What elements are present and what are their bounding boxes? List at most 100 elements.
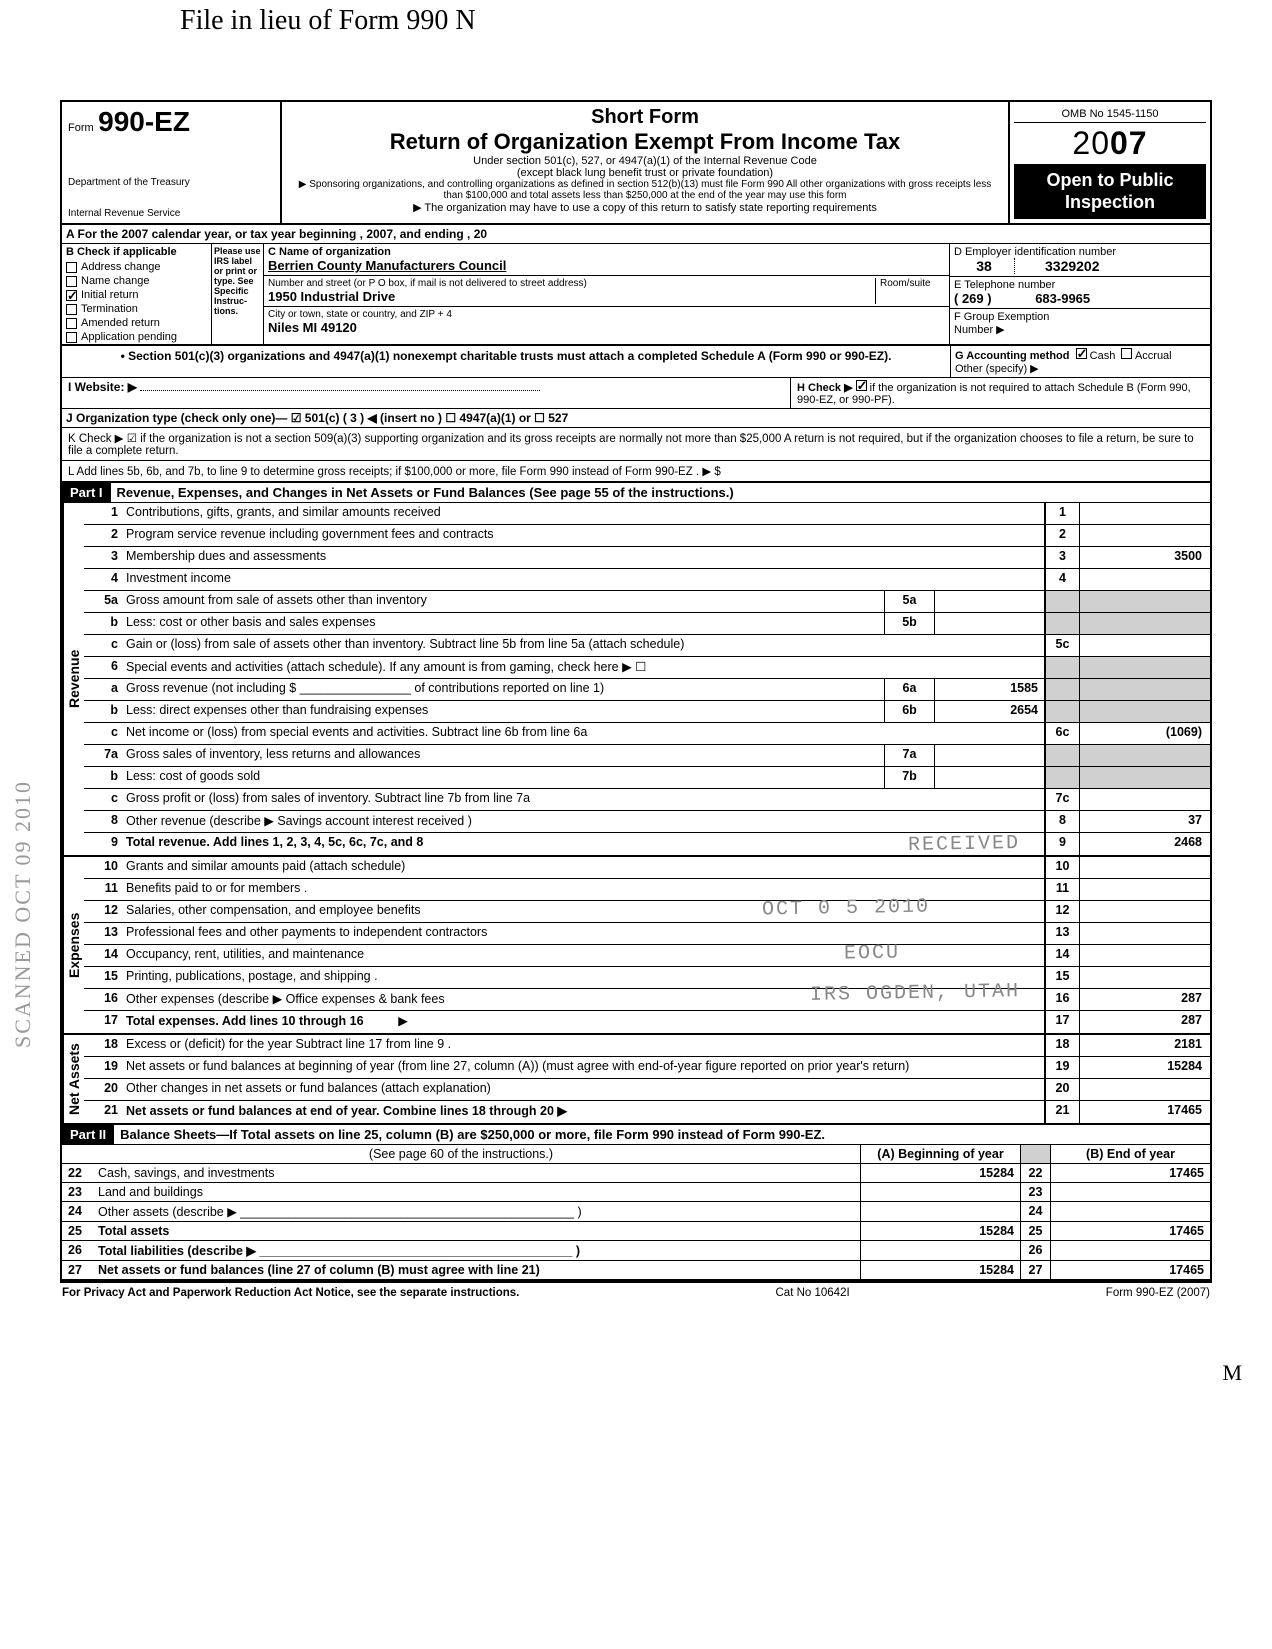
- ln-desc: Total revenue. Add lines 1, 2, 3, 4, 5c,…: [122, 833, 1044, 855]
- val-col: [1080, 657, 1210, 678]
- city-row: City or town, state or country, and ZIP …: [264, 307, 949, 337]
- cb-termination[interactable]: Termination: [62, 302, 211, 316]
- city-label: City or town, state or country, and ZIP …: [268, 309, 945, 320]
- num-col: 21: [1044, 1101, 1080, 1123]
- p2-rownum: 26: [1020, 1241, 1050, 1260]
- line-7c: c Gross profit or (loss) from sales of i…: [84, 789, 1210, 811]
- part2-title: Balance Sheets—If Total assets on line 2…: [114, 1125, 1210, 1144]
- part2-row: 25Total assets152842517465: [62, 1222, 1210, 1241]
- val-col: 15284: [1080, 1057, 1210, 1078]
- subtitle-3: ▶ Sponsoring organizations, and controll…: [292, 179, 998, 201]
- num-col: [1044, 767, 1080, 788]
- cb-label: Application pending: [81, 331, 177, 343]
- line-5a: 5a Gross amount from sale of assets othe…: [84, 591, 1210, 613]
- cb-name-change[interactable]: Name change: [62, 274, 211, 288]
- form-990ez: Form 990-EZ Department of the Treasury I…: [60, 100, 1212, 1283]
- ln-desc: Less: direct expenses other than fundrai…: [122, 701, 884, 722]
- ln-desc: Program service revenue including govern…: [122, 525, 1044, 546]
- val-col: [1080, 789, 1210, 810]
- ln-desc: Occupancy, rent, utilities, and maintena…: [122, 945, 1044, 966]
- ln-desc: Benefits paid to or for members .: [122, 879, 1044, 900]
- ln-num: 11: [84, 879, 122, 900]
- part1-header: Part I Revenue, Expenses, and Changes in…: [62, 483, 1210, 503]
- num-col: [1044, 745, 1080, 766]
- ln-num: 9: [84, 833, 122, 855]
- line-9: 9 Total revenue. Add lines 1, 2, 3, 4, 5…: [84, 833, 1210, 855]
- ein-suffix: 3329202: [1014, 258, 1100, 274]
- line-19: 19 Net assets or fund balances at beginn…: [84, 1057, 1210, 1079]
- year-bold: 07: [1110, 125, 1148, 161]
- line-k: K Check ▶ ☑ if the organization is not a…: [62, 428, 1210, 461]
- p2-colA: [860, 1241, 1020, 1260]
- cb-address-change[interactable]: Address change: [62, 260, 211, 274]
- ln-num: b: [84, 613, 122, 634]
- ln-desc: Gross revenue (not including $ _________…: [122, 679, 884, 700]
- header-right: OMB No 1545-1150 2007 Open to Public Ins…: [1010, 102, 1210, 223]
- line-14: 14 Occupancy, rent, utilities, and maint…: [84, 945, 1210, 967]
- col-def: D Employer identification number 38 3329…: [950, 244, 1210, 344]
- col-instructions: Please use IRS label or print or type. S…: [212, 244, 264, 344]
- line-6c: c Net income or (loss) from special even…: [84, 723, 1210, 745]
- p2-colB: 17465: [1050, 1164, 1210, 1182]
- p2-colB: 17465: [1050, 1222, 1210, 1240]
- val-col: (1069): [1080, 723, 1210, 744]
- addr-label: Number and street (or P O box, if mail i…: [268, 278, 875, 289]
- p2-num: 23: [68, 1185, 98, 1199]
- ln-desc: Special events and activities (attach sc…: [122, 657, 1044, 678]
- p2-desc: 23Land and buildings: [62, 1183, 860, 1201]
- num-col: 20: [1044, 1079, 1080, 1100]
- checkbox-icon: [66, 262, 77, 273]
- line-l: L Add lines 5b, 6b, and 7b, to line 9 to…: [62, 461, 1210, 483]
- ln-num: 10: [84, 857, 122, 878]
- ln-desc: Less: cost or other basis and sales expe…: [122, 613, 884, 634]
- line-18: 18 Excess or (deficit) for the year Subt…: [84, 1035, 1210, 1057]
- ln-num: 1: [84, 503, 122, 524]
- num-col: [1044, 591, 1080, 612]
- p2-colA: 15284: [860, 1222, 1020, 1240]
- row-i-h: I Website: ▶ H Check ▶ if the organizati…: [62, 378, 1210, 409]
- checkbox-icon[interactable]: [856, 380, 867, 391]
- part2-col-header: (See page 60 of the instructions.) (A) B…: [62, 1145, 1210, 1164]
- ln-desc: Professional fees and other payments to …: [122, 923, 1044, 944]
- footer-right: Form 990-EZ (2007): [1106, 1287, 1210, 1299]
- cb-initial-return[interactable]: Initial return: [62, 288, 211, 302]
- val-col: [1080, 701, 1210, 722]
- line-7a: 7a Gross sales of inventory, less return…: [84, 745, 1210, 767]
- ein-prefix: 38: [954, 258, 1014, 274]
- ln-desc-b: Total expenses. Add lines 10 through 16: [126, 1014, 364, 1028]
- line-5b: b Less: cost or other basis and sales ex…: [84, 613, 1210, 635]
- num-col: 19: [1044, 1057, 1080, 1078]
- p2-text: Cash, savings, and investments: [98, 1166, 274, 1180]
- cb-application-pending[interactable]: Application pending: [62, 330, 211, 344]
- checkbox-icon[interactable]: [1076, 348, 1087, 359]
- ln-num: 6: [84, 657, 122, 678]
- val-col: [1080, 503, 1210, 524]
- revenue-section: Revenue 1 Contributions, gifts, grants, …: [62, 503, 1210, 857]
- addr-row: Number and street (or P O box, if mail i…: [264, 276, 949, 307]
- cb-amended[interactable]: Amended return: [62, 316, 211, 330]
- street-address: 1950 Industrial Drive: [268, 289, 875, 304]
- inner-box: 6b: [884, 701, 934, 722]
- ln-num: 7a: [84, 745, 122, 766]
- section-bcdef: B Check if applicable Address change Nam…: [62, 244, 1210, 346]
- line-5c: c Gain or (loss) from sale of assets oth…: [84, 635, 1210, 657]
- val-col: [1080, 857, 1210, 878]
- omb-number: OMB No 1545-1150: [1014, 106, 1206, 123]
- p2-colA: 15284: [860, 1164, 1020, 1182]
- website-field[interactable]: [140, 390, 540, 391]
- num-col: 18: [1044, 1035, 1080, 1056]
- netassets-section: Net Assets 18 Excess or (deficit) for th…: [62, 1035, 1210, 1125]
- val-col: [1080, 745, 1210, 766]
- part2-row: 24Other assets (describe ▶ _____________…: [62, 1202, 1210, 1222]
- g-label: G Accounting method: [955, 350, 1069, 362]
- val-col: [1080, 679, 1210, 700]
- ln-desc: Gross profit or (loss) from sales of inv…: [122, 789, 1044, 810]
- inner-box: 5a: [884, 591, 934, 612]
- line-15: 15 Printing, publications, postage, and …: [84, 967, 1210, 989]
- checkbox-icon[interactable]: [1121, 348, 1132, 359]
- val-col: 37: [1080, 811, 1210, 832]
- p2-rownum: 25: [1020, 1222, 1050, 1240]
- num-col: 4: [1044, 569, 1080, 590]
- num-col: [1044, 657, 1080, 678]
- line-6a: a Gross revenue (not including $ _______…: [84, 679, 1210, 701]
